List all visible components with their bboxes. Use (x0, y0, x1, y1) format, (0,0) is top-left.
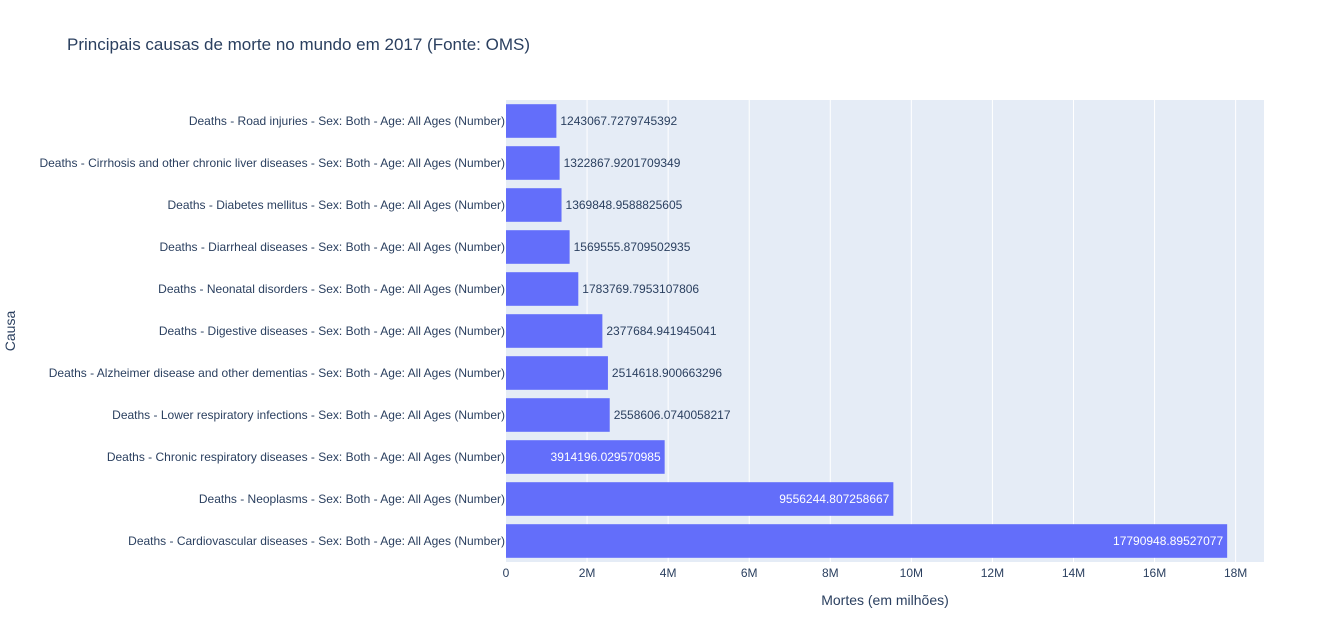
x-tick-label: 6M (741, 566, 758, 580)
bar[interactable] (506, 482, 894, 516)
y-tick-label: Deaths - Digestive diseases - Sex: Both … (159, 324, 505, 338)
bar[interactable] (506, 146, 560, 180)
y-tick-label: Deaths - Road injuries - Sex: Both - Age… (189, 114, 505, 128)
bar-value-label: 1569555.8709502935 (574, 240, 691, 254)
x-tick-label: 10M (900, 566, 923, 580)
bar-value-label: 3914196.029570985 (551, 450, 661, 464)
y-tick-label: Deaths - Diabetes mellitus - Sex: Both -… (168, 198, 505, 212)
x-tick-label: 8M (822, 566, 839, 580)
y-tick-label: Deaths - Lower respiratory infections - … (112, 408, 505, 422)
y-axis-title: Causa (2, 311, 18, 352)
grid-lines (586, 100, 1237, 562)
y-tick-label: Deaths - Cardiovascular diseases - Sex: … (128, 534, 505, 548)
bar[interactable] (506, 524, 1228, 558)
bar[interactable] (506, 398, 610, 432)
bar-value-label: 17790948.89527077 (1113, 534, 1223, 548)
bar-value-label: 2514618.900663296 (612, 366, 722, 380)
bar[interactable] (506, 230, 570, 264)
bar-value-label: 1369848.9588825605 (566, 198, 683, 212)
x-tick-label: 12M (981, 566, 1004, 580)
bar-value-label: 1783769.7953107806 (582, 282, 699, 296)
x-tick-label: 0 (503, 566, 510, 580)
chart-title: Principais causas de morte no mundo em 2… (67, 35, 530, 54)
x-tick-label: 18M (1224, 566, 1247, 580)
y-tick-labels: Deaths - Cardiovascular diseases - Sex: … (39, 114, 505, 548)
x-tick-labels: 0 2M 4M 6M 8M 10M 12M 14M 16M 18M (503, 566, 1248, 580)
x-axis-title: Mortes (em milhões) (821, 592, 949, 608)
bar-value-label: 1322867.9201709349 (564, 156, 681, 170)
bar[interactable] (506, 314, 603, 348)
y-tick-label: Deaths - Cirrhosis and other chronic liv… (39, 156, 505, 170)
bar-value-label: 9556244.807258667 (779, 492, 889, 506)
y-tick-label: Deaths - Chronic respiratory diseases - … (107, 450, 505, 464)
bar-value-label: 2377684.941945041 (606, 324, 716, 338)
bar-value-label: 1243067.7279745392 (560, 114, 677, 128)
x-tick-label: 2M (579, 566, 596, 580)
y-tick-label: Deaths - Neoplasms - Sex: Both - Age: Al… (199, 492, 505, 506)
bar[interactable] (506, 356, 608, 390)
y-tick-label: Deaths - Neonatal disorders - Sex: Both … (158, 282, 505, 296)
y-tick-label: Deaths - Diarrheal diseases - Sex: Both … (160, 240, 506, 254)
bar[interactable] (506, 188, 562, 222)
bar[interactable] (506, 272, 579, 306)
bar[interactable] (506, 440, 665, 474)
bar-value-labels: 17790948.89527077 9556244.807258667 391419… (551, 114, 1224, 548)
bar[interactable] (506, 104, 557, 138)
y-tick-label: Deaths - Alzheimer disease and other dem… (49, 366, 505, 380)
bar-value-label: 2558606.0740058217 (614, 408, 731, 422)
x-tick-label: 16M (1143, 566, 1166, 580)
x-tick-label: 14M (1062, 566, 1085, 580)
bars (506, 104, 1228, 558)
x-tick-label: 4M (660, 566, 677, 580)
